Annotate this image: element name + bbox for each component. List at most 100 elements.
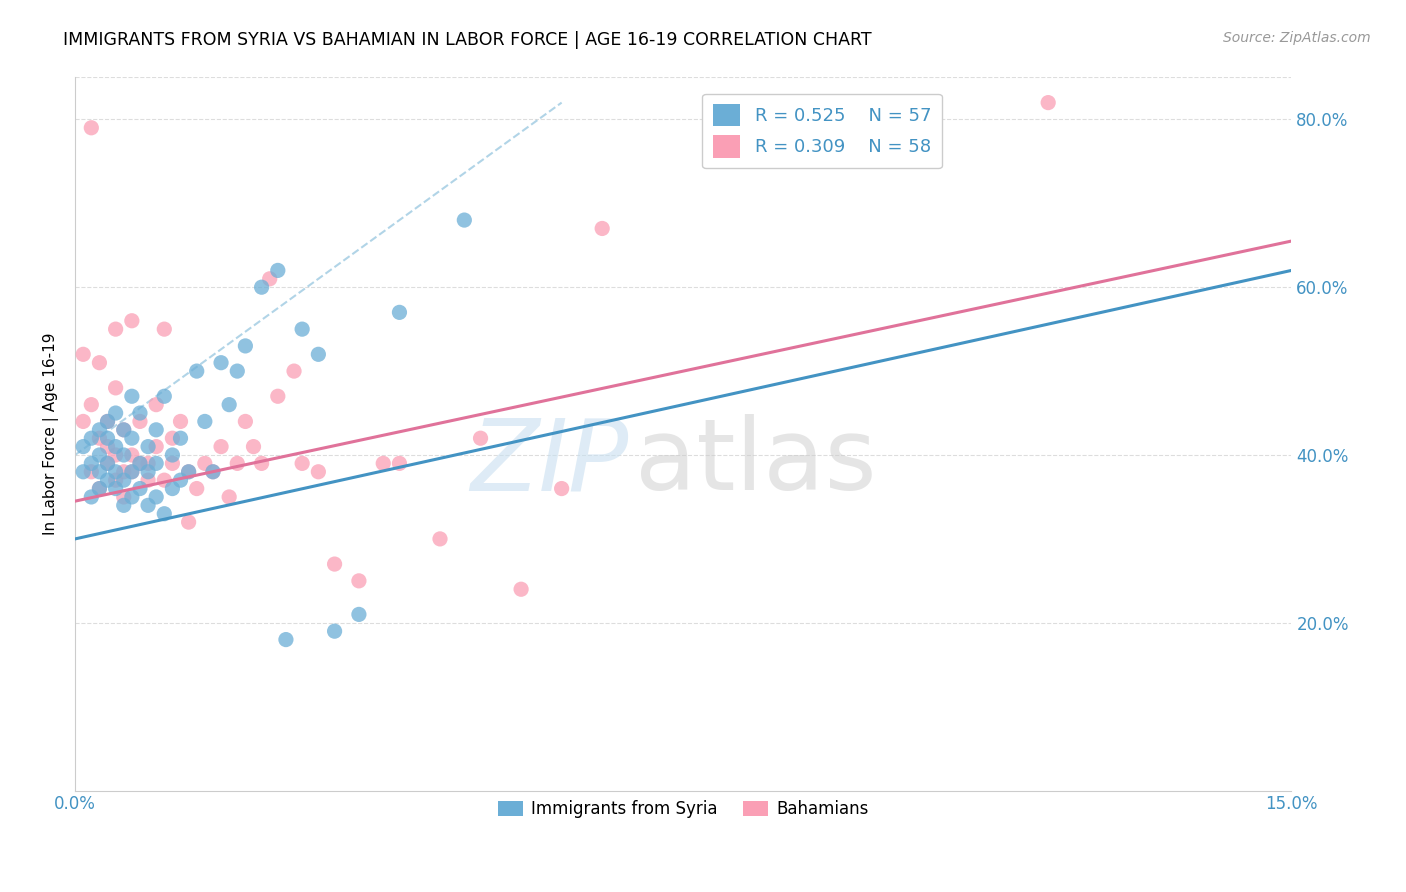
Point — [80, 456, 103, 470]
Point — [121, 314, 143, 328]
Point — [80, 431, 103, 445]
Point — [591, 221, 613, 235]
Point — [136, 456, 159, 470]
Point — [80, 398, 103, 412]
Point — [209, 440, 232, 454]
Y-axis label: In Labor Force | Age 16-19: In Labor Force | Age 16-19 — [44, 333, 59, 535]
Point — [121, 465, 143, 479]
Point — [104, 322, 127, 336]
Point — [162, 482, 184, 496]
Point — [201, 465, 224, 479]
Point — [96, 431, 118, 445]
Point — [89, 423, 111, 437]
Point — [96, 414, 118, 428]
Point — [145, 423, 167, 437]
Point — [347, 607, 370, 622]
Point — [323, 557, 346, 571]
Point — [267, 263, 290, 277]
Point — [89, 356, 111, 370]
Point — [291, 456, 314, 470]
Point — [550, 482, 572, 496]
Point — [136, 499, 159, 513]
Point — [89, 448, 111, 462]
Text: IMMIGRANTS FROM SYRIA VS BAHAMIAN IN LABOR FORCE | AGE 16-19 CORRELATION CHART: IMMIGRANTS FROM SYRIA VS BAHAMIAN IN LAB… — [63, 31, 872, 49]
Point — [112, 423, 135, 437]
Point — [235, 339, 257, 353]
Point — [72, 465, 94, 479]
Point — [209, 356, 232, 370]
Point — [218, 490, 240, 504]
Point — [186, 482, 208, 496]
Point — [177, 515, 200, 529]
Point — [72, 440, 94, 454]
Point — [510, 582, 533, 597]
Point — [162, 456, 184, 470]
Point — [153, 389, 176, 403]
Text: ZIP: ZIP — [470, 414, 628, 511]
Point — [259, 272, 281, 286]
Point — [274, 632, 297, 647]
Point — [104, 406, 127, 420]
Point — [136, 465, 159, 479]
Point — [80, 490, 103, 504]
Point — [72, 414, 94, 428]
Point — [169, 473, 191, 487]
Point — [129, 414, 152, 428]
Point — [1038, 95, 1060, 110]
Point — [80, 465, 103, 479]
Point — [89, 482, 111, 496]
Point — [162, 448, 184, 462]
Point — [96, 473, 118, 487]
Point — [96, 414, 118, 428]
Point — [177, 465, 200, 479]
Point — [121, 465, 143, 479]
Point — [129, 406, 152, 420]
Point — [226, 364, 249, 378]
Point — [112, 473, 135, 487]
Point — [145, 398, 167, 412]
Point — [104, 448, 127, 462]
Text: atlas: atlas — [634, 414, 876, 511]
Point — [226, 456, 249, 470]
Point — [453, 213, 475, 227]
Point — [323, 624, 346, 639]
Point — [153, 322, 176, 336]
Point — [347, 574, 370, 588]
Point — [129, 456, 152, 470]
Point — [104, 482, 127, 496]
Point — [169, 414, 191, 428]
Point — [121, 431, 143, 445]
Point — [194, 456, 217, 470]
Point — [162, 431, 184, 445]
Point — [145, 490, 167, 504]
Point — [250, 456, 273, 470]
Point — [112, 499, 135, 513]
Point — [80, 120, 103, 135]
Point — [104, 465, 127, 479]
Point — [136, 473, 159, 487]
Point — [121, 389, 143, 403]
Point — [177, 465, 200, 479]
Point — [129, 456, 152, 470]
Point — [307, 347, 329, 361]
Point — [104, 440, 127, 454]
Point — [96, 456, 118, 470]
Point — [112, 490, 135, 504]
Point — [136, 440, 159, 454]
Point — [307, 465, 329, 479]
Point — [194, 414, 217, 428]
Point — [153, 473, 176, 487]
Point — [112, 465, 135, 479]
Point — [129, 482, 152, 496]
Point — [235, 414, 257, 428]
Point — [470, 431, 492, 445]
Point — [429, 532, 451, 546]
Point — [153, 507, 176, 521]
Point — [121, 490, 143, 504]
Point — [121, 448, 143, 462]
Point — [89, 431, 111, 445]
Point — [218, 398, 240, 412]
Point — [388, 456, 411, 470]
Point — [283, 364, 305, 378]
Point — [89, 465, 111, 479]
